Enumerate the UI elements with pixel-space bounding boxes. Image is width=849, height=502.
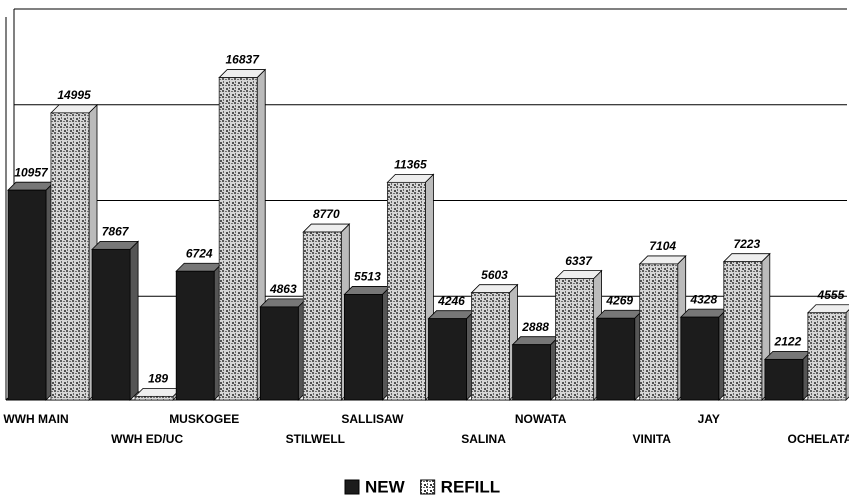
bar (596, 317, 636, 401)
x-tick-label: WWH MAIN (3, 412, 68, 426)
bar-tint (639, 263, 678, 400)
bar (807, 312, 847, 401)
value-label: 7867 (102, 225, 130, 239)
bar-tint (387, 182, 426, 400)
bar-top (554, 270, 603, 280)
value-label: 8770 (313, 207, 340, 221)
bar (680, 316, 720, 401)
value-label: 4246 (437, 294, 465, 308)
bar-top (50, 104, 98, 114)
value-label: 14995 (57, 88, 91, 102)
legend-swatch (420, 479, 436, 495)
bar (175, 270, 215, 401)
value-label: 6337 (565, 254, 593, 268)
bar (471, 292, 510, 401)
bar-side (129, 240, 139, 401)
x-tick-label: WWH ED/UC (111, 432, 183, 446)
bar-tint (51, 112, 89, 400)
value-label: 5603 (481, 268, 508, 282)
bar-top (218, 69, 267, 78)
value-label: 2888 (521, 320, 549, 334)
legend-label: REFILL (441, 477, 501, 496)
x-tick-label: VINITA (633, 432, 672, 446)
bar-tint (807, 312, 846, 400)
bar (91, 248, 131, 401)
bar-top (722, 253, 771, 263)
bar (218, 77, 258, 401)
value-label: 6724 (186, 246, 213, 260)
bar-top (511, 336, 560, 346)
bar (555, 278, 594, 401)
bar-top (427, 310, 476, 320)
value-label: 5513 (354, 270, 381, 284)
value-label: 16837 (226, 53, 261, 67)
bar-top (638, 255, 687, 265)
bar (639, 263, 679, 401)
bar-top (679, 308, 728, 318)
x-tick-label: SALINA (461, 432, 506, 446)
bar-top (7, 181, 55, 191)
value-label: 2122 (774, 335, 802, 349)
bar-top (343, 286, 392, 295)
bar (50, 112, 90, 401)
x-tick-label: JAY (698, 412, 720, 426)
x-tick-label: MUSKOGEE (169, 412, 239, 426)
value-label: 4555 (817, 288, 845, 302)
bar (7, 189, 47, 401)
bar-top (134, 387, 183, 397)
bar-top (595, 309, 644, 319)
bar-top (175, 262, 224, 272)
bar (259, 306, 299, 401)
legend-label: NEW (365, 477, 406, 496)
bar (386, 181, 426, 401)
value-label: 11365 (394, 158, 427, 172)
x-tick-label: NOWATA (515, 412, 567, 426)
bar (134, 395, 174, 401)
bar (343, 294, 383, 401)
bar-tint (135, 396, 174, 400)
bar-top (302, 223, 351, 233)
bar (302, 231, 342, 401)
bar-top (470, 284, 519, 294)
x-tick-label: OCHELATA (788, 432, 849, 446)
bar (764, 358, 804, 401)
bar-tint (471, 292, 510, 400)
value-label: 7223 (733, 237, 760, 251)
value-label: 189 (148, 372, 168, 386)
bar-tint (723, 261, 762, 400)
bar-tint (303, 232, 342, 400)
x-tick-label: STILWELL (286, 432, 345, 446)
value-label: 4269 (605, 293, 633, 307)
bar-tint (555, 278, 594, 400)
bar (428, 318, 467, 401)
bar-top (259, 298, 308, 308)
bar-top (91, 240, 140, 250)
legend-swatch (344, 479, 360, 495)
value-label: 4328 (689, 292, 717, 306)
bar-tint (219, 77, 258, 401)
value-label: 4863 (269, 282, 297, 296)
value-label: 10957 (14, 165, 49, 179)
bar (723, 261, 763, 401)
bar-top (763, 350, 812, 360)
bar (512, 344, 551, 401)
bar-top (806, 304, 849, 314)
value-label: 7104 (649, 239, 676, 253)
bar-top (386, 173, 435, 183)
x-tick-label: SALLISAW (341, 412, 404, 426)
